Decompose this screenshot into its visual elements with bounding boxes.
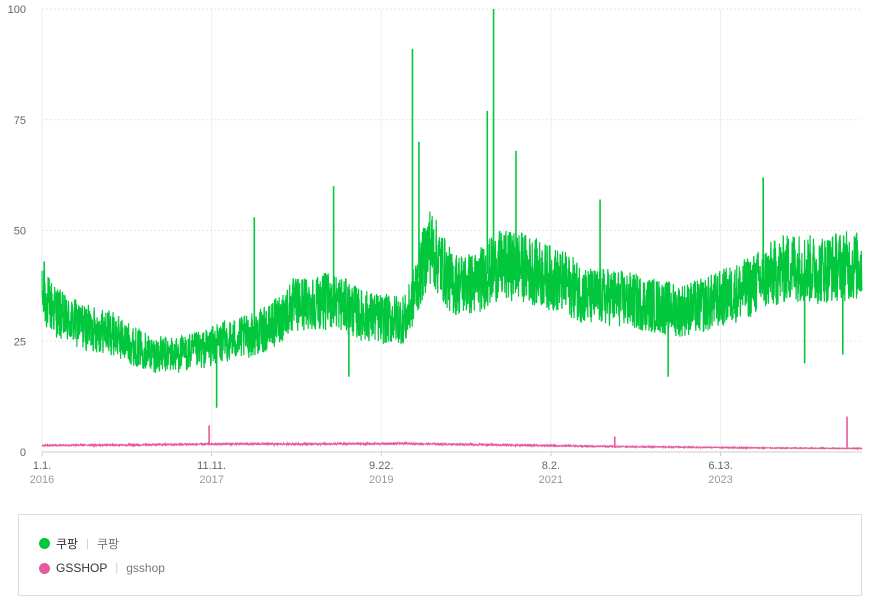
- legend-series-term: gsshop: [126, 561, 165, 575]
- legend-series-term: 쿠팡: [96, 537, 120, 551]
- legend-series-name: GSSHOP: [56, 561, 108, 575]
- x-tick-year-label: 2023: [708, 474, 732, 486]
- x-axis-ticks: 1.1. 2016 11.11. 2017 9.22. 2019 8.2. 2021 6.13.…: [30, 460, 733, 486]
- series-line-gsshop: [41, 440, 863, 451]
- y-tick-label: 100: [8, 4, 26, 16]
- trend-chart: 0 25 50 75 100 1.1. 2016 11.11. 2017 9.22. 2019 8.…: [8, 4, 863, 486]
- y-tick-label: 50: [14, 226, 26, 238]
- x-tick-year-label: 2019: [369, 474, 393, 486]
- legend-series-name: 쿠팡: [56, 537, 79, 551]
- x-tick-year-label: 2021: [539, 474, 563, 486]
- legend: 쿠팡 | 쿠팡 GSSHOP | gsshop: [18, 514, 862, 596]
- series-layer: [41, 9, 863, 451]
- series-line-coupang: [41, 211, 863, 373]
- y-tick-label: 25: [14, 336, 26, 348]
- x-tick-label: 9.22.: [369, 460, 393, 472]
- y-axis-ticks: 0 25 50 75 100: [8, 4, 26, 459]
- x-tick-label: 8.2.: [542, 460, 560, 472]
- x-tick-label: 1.1.: [33, 460, 51, 472]
- legend-separator: |: [86, 537, 89, 550]
- legend-separator: |: [115, 562, 119, 574]
- x-tick-year-label: 2016: [30, 474, 54, 486]
- y-tick-label: 0: [20, 447, 26, 459]
- grid: [41, 8, 862, 456]
- legend-dot-icon: [39, 562, 50, 574]
- legend-dot-icon: [39, 538, 50, 549]
- chart-svg: 0 25 50 75 100 1.1. 2016 11.11. 2017 9.22. 2019 8.…: [8, 4, 863, 486]
- legend-item-gsshop[interactable]: GSSHOP | gsshop: [39, 561, 165, 575]
- legend-item-coupang[interactable]: 쿠팡 | 쿠팡: [39, 535, 119, 552]
- x-tick-label: 11.11.: [197, 460, 226, 472]
- y-tick-label: 75: [14, 115, 26, 127]
- x-tick-year-label: 2017: [199, 474, 223, 486]
- x-tick-label: 6.13.: [708, 460, 732, 472]
